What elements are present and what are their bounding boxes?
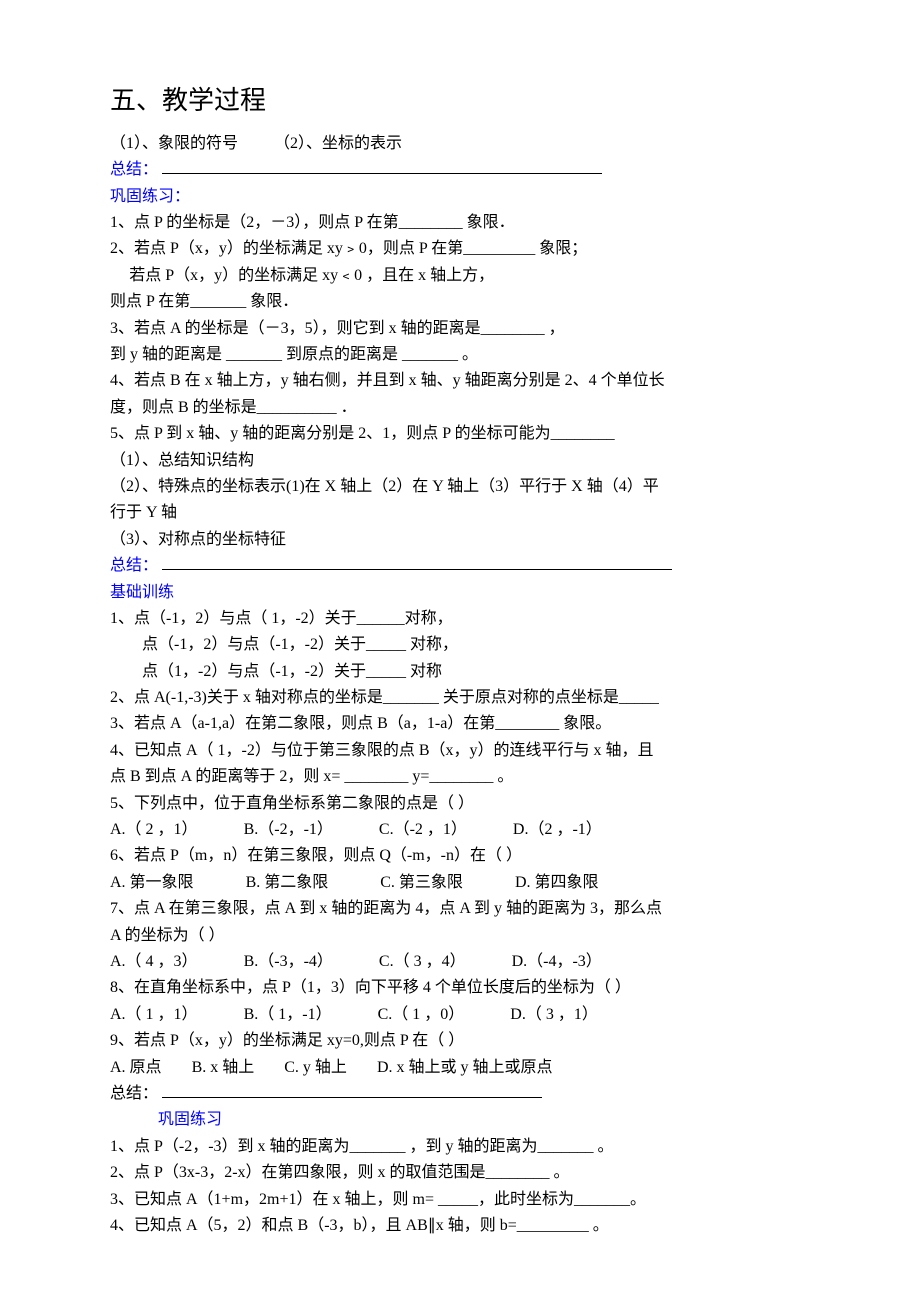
bt-q7-options: A.（ 4 ，3） B.（-3，-4） C.（ 3 ，4） D.（-4，-3） [110,949,830,975]
opt-d: D.（2 ，-1） [513,817,602,843]
bt-q2: 2、点 A(-1,-3)关于 x 轴对称点的坐标是_______ 关于原点对称的… [110,685,830,711]
practice2-heading: 巩固练习 [110,1107,830,1133]
opt-d: D. 第四象限 [515,870,599,896]
summary-label-2: 总结： [110,557,158,574]
opt-b: B. x 轴上 [192,1059,255,1076]
p1-q1: 1、点 P 的坐标是（2，－3），则点 P 在第________ 象限． [110,210,830,236]
opt-c: C. y 轴上 [284,1059,347,1076]
p2-q2: 2、点 P（3x-3，2-x）在第四象限，则 x 的取值范围是________ … [110,1160,830,1186]
bt-q7a: 7、点 A 在第三象限，点 A 到 x 轴的距离为 4，点 A 到 y 轴的距离… [110,896,830,922]
bt-q5: 5、下列点中，位于直角坐标系第二象限的点是（ ） [110,791,830,817]
p1-q4b: 度，则点 B 的坐标是__________ ． [110,395,830,421]
bt-q9: 9、若点 P（x，y）的坐标满足 xy=0,则点 P 在（ ） [110,1028,830,1054]
bt-q5-options: A.（ 2 ，1） B.（-2，-1） C.（-2 ，1） D.（2 ，-1） [110,817,830,843]
summary-1: 总结： [110,157,830,183]
bt-q9-options: A. 原点 B. x 轴上 C. y 轴上 D. x 轴上或 y 轴上或原点 [110,1055,830,1081]
p1-q2b: 若点 P（x，y）的坐标满足 xy﹤0 ，且在 x 轴上方， [110,263,830,289]
opt-c: C.（-2 ，1） [379,817,467,843]
opt-a: A.（ 1 ，1） [110,1002,198,1028]
opt-b: B.（-2，-1） [244,817,333,843]
practice1-heading: 巩固练习： [110,184,830,210]
intro-line: （1）、象限的符号 （2）、坐标的表示 [110,131,830,157]
p1-s2b: 行于 Y 轴 [110,500,830,526]
opt-d: D. x 轴上或 y 轴上或原点 [377,1059,553,1076]
p1-q2a: 2、若点 P（x，y）的坐标满足 xy﹥0，则点 P 在第_________ 象… [110,236,830,262]
bt-q3: 3、若点 A（a-1,a）在第二象限，则点 B（a，1-a）在第________… [110,711,830,737]
p1-q4a: 4、若点 B 在 x 轴上方，y 轴右侧，并且到 x 轴、y 轴距离分别是 2、… [110,368,830,394]
basic-training-heading: 基础训练 [110,580,830,606]
p1-s2a: （2）、特殊点的坐标表示(1)在 X 轴上（2）在 Y 轴上（3）平行于 X 轴… [110,474,830,500]
opt-a: A. 第一象限 [110,870,194,896]
section-title: 五、教学过程 [110,80,830,123]
bt-q1a: 1、点（-1，2）与点（ 1，-2）关于______对称， [110,606,830,632]
summary-blank-3 [162,1097,542,1098]
bt-q8: 8、在直角坐标系中，点 P（1，3）向下平移 4 个单位长度后的坐标为（ ） [110,975,830,1001]
bt-q6: 6、若点 P（m，n）在第三象限，则点 Q（-m，-n）在（ ） [110,843,830,869]
summary-blank [162,173,602,174]
bt-q4a: 4、已知点 A（ 1，-2）与位于第三象限的点 B（x，y）的连线平行与 x 轴… [110,738,830,764]
opt-c: C.（ 3 ，4） [379,949,466,975]
bt-q1c: 点（1，-2）与点（-1，-2）关于_____ 对称 [110,659,830,685]
p1-q2c: 则点 P 在第_______ 象限． [110,289,830,315]
summary-label-3: 总结： [110,1085,158,1102]
opt-a: A.（ 2 ，1） [110,817,198,843]
intro-part1: （1）、象限的符号 [110,135,238,152]
opt-b: B.（-3，-4） [244,949,333,975]
bt-q8-options: A.（ 1 ，1） B.（ 1，-1） C.（ 1 ，0） D.（ 3 ，1） [110,1002,830,1028]
p2-q4: 4、已知点 A（5，2）和点 B（-3，b），且 AB∥x 轴，则 b=____… [110,1213,830,1239]
intro-part2: （2）、坐标的表示 [274,135,402,152]
opt-d: D.（-4，-3） [512,949,602,975]
opt-b: B. 第二象限 [246,870,329,896]
bt-q7b: A 的坐标为（ ） [110,923,830,949]
bt-q6-options: A. 第一象限 B. 第二象限 C. 第三象限 D. 第四象限 [110,870,830,896]
p1-q3b: 到 y 轴的距离是 _______ 到原点的距离是 _______ 。 [110,342,830,368]
opt-c: C.（ 1 ，0） [378,1002,465,1028]
p1-s1: （1）、总结知识结构 [110,448,830,474]
summary-blank-2 [162,569,672,570]
opt-a: A.（ 4 ，3） [110,949,198,975]
opt-c: C. 第三象限 [380,870,463,896]
bt-q4b: 点 B 到点 A 的距离等于 2，则 x= ________ y=_______… [110,764,830,790]
summary-label: 总结： [110,161,158,178]
summary-2: 总结： [110,553,830,579]
p1-q5: 5、点 P 到 x 轴、y 轴的距离分别是 2、1，则点 P 的坐标可能为___… [110,421,830,447]
opt-d: D.（ 3 ，1） [510,1002,598,1028]
p2-q3: 3、已知点 A（1+m，2m+1）在 x 轴上，则 m= _____，此时坐标为… [110,1187,830,1213]
bt-q1b: 点（-1，2）与点（-1，-2）关于_____ 对称， [110,632,830,658]
p2-q1: 1、点 P（-2，-3）到 x 轴的距离为_______ ，到 y 轴的距离为_… [110,1134,830,1160]
opt-a: A. 原点 [110,1059,162,1076]
p1-s3: （3）、对称点的坐标特征 [110,527,830,553]
summary-3: 总结： [110,1081,830,1107]
opt-b: B.（ 1，-1） [244,1002,332,1028]
p1-q3a: 3、若点 A 的坐标是（－3，5），则它到 x 轴的距离是________ ， [110,316,830,342]
